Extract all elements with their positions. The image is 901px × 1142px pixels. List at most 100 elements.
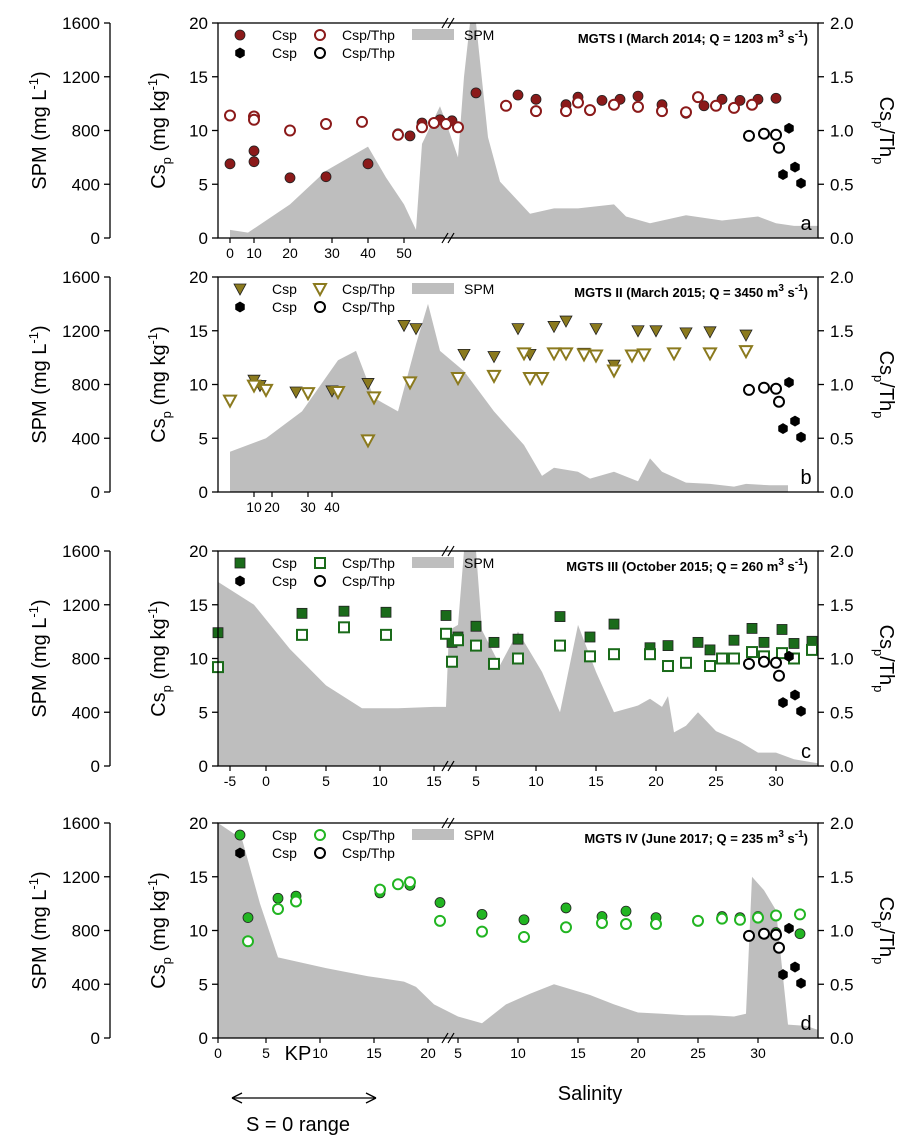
csp-point xyxy=(512,633,524,645)
csp-thp-point xyxy=(446,655,458,668)
csp-thp-point xyxy=(666,347,682,362)
panel-title: MGTS II (March 2015; Q = 3450 m3 s-1) xyxy=(574,283,808,300)
panel-letter: b xyxy=(800,467,811,489)
legend-csp-black-marker xyxy=(235,575,245,587)
csp-point xyxy=(248,156,260,168)
csp-tick-label: 0 xyxy=(199,483,208,502)
csp-black-point xyxy=(796,977,806,989)
csp-axis-label: Csp (mg kg-1) xyxy=(145,600,174,717)
spm-tick-label: 1600 xyxy=(62,268,100,287)
csp-thp-point xyxy=(656,105,668,118)
panel-title: MGTS III (October 2015; Q = 260 m3 s-1) xyxy=(566,557,808,574)
kp-axis-label: KP xyxy=(285,1043,312,1065)
csp-thp-point xyxy=(366,391,382,406)
kp-tick-label: 20 xyxy=(282,245,298,261)
panel-title: MGTS IV (June 2017; Q = 235 m3 s-1) xyxy=(584,829,808,846)
csp-thp-point xyxy=(360,434,376,449)
legend-csp-thp-marker xyxy=(314,29,326,41)
csp-thp-point xyxy=(522,372,538,387)
salinity-tick-label: 10 xyxy=(510,1045,526,1061)
csp-thp-point xyxy=(596,916,608,929)
csp-point xyxy=(289,386,303,399)
legend-csp-marker xyxy=(234,557,246,569)
ratio-tick-label: 0.0 xyxy=(830,229,854,248)
csp-thp-point xyxy=(516,347,532,362)
csp-thp-black-point xyxy=(770,382,782,395)
csp-point xyxy=(679,327,693,340)
csp-black-point xyxy=(784,376,794,388)
salinity-tick-label: 25 xyxy=(690,1045,706,1061)
csp-point xyxy=(338,605,350,617)
panel-b: 0 400 800 1200 1600 SPM (mg L-1) 0 5 10 15 20 Csp (… xyxy=(26,268,897,515)
csp-tick-label: 20 xyxy=(189,268,208,287)
csp-point xyxy=(380,606,392,618)
csp-thp-point xyxy=(624,349,640,364)
csp-thp-black-point xyxy=(758,927,770,940)
csp-tick-label: 5 xyxy=(199,975,208,994)
csp-thp-point xyxy=(794,908,806,921)
kp-tick-label: 15 xyxy=(426,773,442,789)
csp-thp-point xyxy=(248,113,260,126)
csp-point xyxy=(584,631,596,643)
bottom-axis-labels: KP Salinity S = 0 range xyxy=(231,1043,622,1136)
salinity-tick-label: 20 xyxy=(648,773,664,789)
ratio-tick-label: 0.0 xyxy=(830,1029,854,1048)
csp-thp-point xyxy=(380,628,392,641)
csp-thp-point xyxy=(738,345,754,360)
spm-axis-label: SPM (mg L-1) xyxy=(26,325,51,443)
legend-csp-thp-label: Csp/Thp xyxy=(342,827,395,843)
legend-csp-thp-black-label: Csp/Thp xyxy=(342,845,395,861)
csp-point xyxy=(320,171,332,183)
panel-letter: c xyxy=(801,741,811,763)
legend-csp-thp-label: Csp/Thp xyxy=(342,27,395,43)
csp-thp-point xyxy=(572,96,584,109)
legend-spm-label: SPM xyxy=(464,281,494,297)
kp-tick-label: -5 xyxy=(224,773,237,789)
ratio-axis-label: Csp/Thp xyxy=(871,625,897,693)
csp-thp-point xyxy=(356,115,368,128)
csp-thp-point xyxy=(702,347,718,362)
kp-tick-label: 10 xyxy=(246,499,262,515)
csp-thp-point xyxy=(560,921,572,934)
csp-tick-label: 5 xyxy=(199,703,208,722)
salinity-tick-label: 30 xyxy=(750,1045,766,1061)
csp-black-point xyxy=(784,650,794,662)
ratio-tick-label: 0.5 xyxy=(830,175,854,194)
csp-point xyxy=(703,326,717,339)
csp-point xyxy=(512,89,524,101)
axis-break-top xyxy=(441,545,455,557)
csp-point xyxy=(224,158,236,170)
spm-area xyxy=(218,823,818,1038)
kp-tick-label: 50 xyxy=(396,245,412,261)
csp-point xyxy=(397,319,411,333)
csp-axis-label: Csp (mg kg-1) xyxy=(145,872,174,989)
csp-tick-label: 15 xyxy=(189,596,208,615)
spm-tick-label: 1200 xyxy=(62,68,100,87)
csp-thp-point xyxy=(662,660,674,673)
salinity-tick-label: 20 xyxy=(630,1045,646,1061)
csp-thp-point xyxy=(588,349,604,364)
csp-tick-label: 0 xyxy=(199,229,208,248)
legend-csp-black-marker xyxy=(235,847,245,859)
spm-axis-label: SPM (mg L-1) xyxy=(26,599,51,717)
csp-thp-point xyxy=(374,883,386,896)
s0-range-label: S = 0 range xyxy=(246,1114,350,1136)
salinity-tick-label: 25 xyxy=(708,773,724,789)
salinity-tick-label: 15 xyxy=(588,773,604,789)
s0-range-arrow-left xyxy=(231,1092,243,1104)
csp-thp-point xyxy=(470,639,482,652)
csp-point xyxy=(704,644,716,656)
csp-black-point xyxy=(784,922,794,934)
ratio-tick-label: 1.5 xyxy=(830,322,854,341)
csp-tick-label: 0 xyxy=(199,757,208,776)
legend-csp-label: Csp xyxy=(272,827,297,843)
csp-point xyxy=(440,610,452,621)
csp-thp-black-point xyxy=(758,655,770,668)
legend-spm-label: SPM xyxy=(464,27,494,43)
spm-area xyxy=(230,303,788,492)
legend-csp-black-label: Csp xyxy=(272,845,297,861)
kp-tick-label: 40 xyxy=(324,499,340,515)
ratio-tick-label: 1.5 xyxy=(830,868,854,887)
